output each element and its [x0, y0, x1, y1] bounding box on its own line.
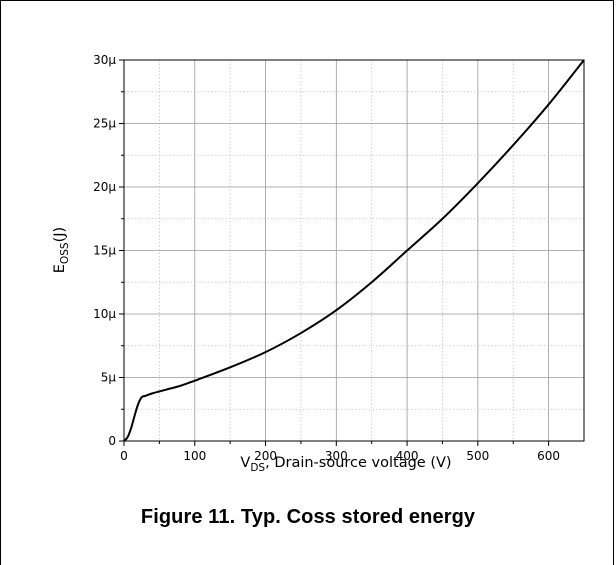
grid-lines	[124, 60, 584, 441]
y-axis-title-sub: OSS	[59, 242, 71, 264]
x-tick-labels: 0 100 200 300 400 500 600	[120, 449, 560, 463]
x-tick-label: 200	[254, 449, 277, 463]
x-tick-label: 0	[120, 449, 128, 463]
axis-ticks	[119, 59, 550, 446]
chart-svg: 0 100 200 300 400 500 600 0 5µ 10µ 15µ 20µ 25µ 30µ V…	[52, 53, 585, 474]
x-tick-label: 100	[183, 449, 206, 463]
y-tick-label: 20µ	[93, 180, 116, 194]
x-axis-title-main: V	[240, 455, 250, 471]
y-tick-label: 10µ	[93, 307, 116, 321]
y-tick-labels: 0 5µ 10µ 15µ 20µ 25µ 30µ	[93, 53, 116, 448]
x-axis-title: VDS, Drain-source voltage (V)	[240, 455, 451, 474]
y-tick-label: 15µ	[93, 244, 116, 258]
y-axis-title: EOSS(J)	[52, 227, 71, 273]
y-axis-title-main: E	[52, 264, 68, 273]
x-tick-label: 300	[325, 449, 348, 463]
y-axis-title-rest: (J)	[52, 227, 68, 243]
y-tick-label: 30µ	[93, 53, 116, 67]
y-tick-label: 0	[108, 434, 116, 448]
x-tick-label: 500	[466, 449, 489, 463]
y-tick-label: 5µ	[101, 371, 117, 385]
x-tick-label: 400	[396, 449, 419, 463]
eoss-curve	[123, 59, 585, 442]
x-tick-label: 600	[537, 449, 560, 463]
x-axis-title-rest: , Drain-source voltage (V)	[265, 455, 451, 471]
y-tick-label: 25µ	[93, 117, 116, 131]
x-axis-title-sub: DS	[250, 462, 265, 474]
figure-caption: Figure 11. Typ. Coss stored energy	[140, 506, 476, 528]
